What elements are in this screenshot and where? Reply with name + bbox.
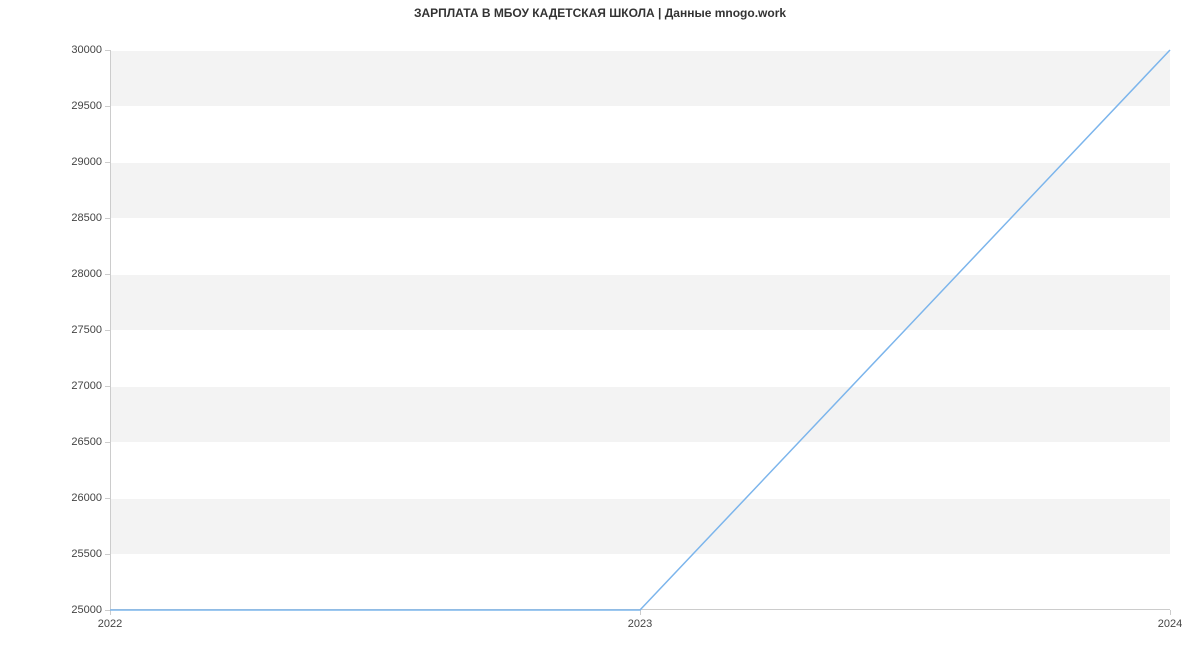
x-tick-mark bbox=[640, 610, 641, 615]
chart-title: ЗАРПЛАТА В МБОУ КАДЕТСКАЯ ШКОЛА | Данные… bbox=[0, 6, 1200, 20]
x-tick-mark bbox=[1170, 610, 1171, 615]
line-series bbox=[110, 50, 1170, 610]
plot-area: 2500025500260002650027000275002800028500… bbox=[110, 50, 1170, 610]
chart-container: ЗАРПЛАТА В МБОУ КАДЕТСКАЯ ШКОЛА | Данные… bbox=[0, 0, 1200, 650]
series-salary bbox=[110, 50, 1170, 610]
x-tick-mark bbox=[110, 610, 111, 615]
